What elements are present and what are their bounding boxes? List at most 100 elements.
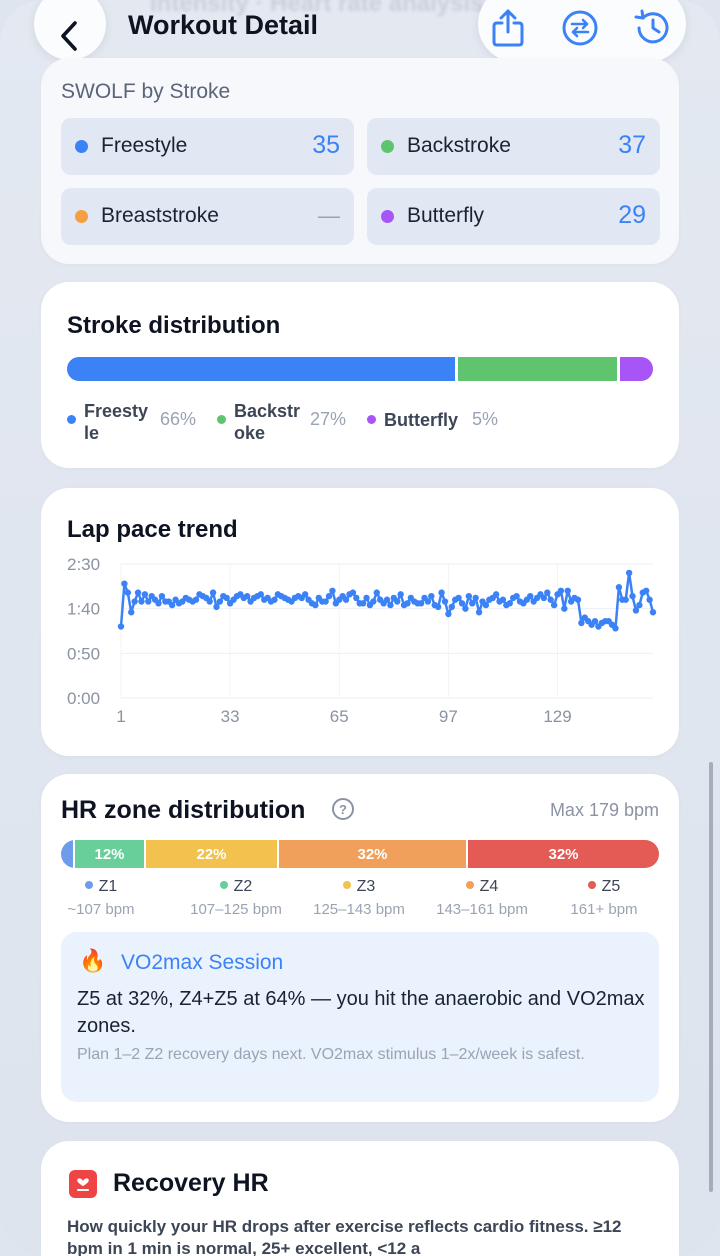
pace-point xyxy=(134,589,142,596)
swolf-chip-value: 35 xyxy=(312,131,340,159)
swolf-chip-name: Breaststroke xyxy=(101,204,219,227)
legend-dot xyxy=(217,415,226,424)
pace-point xyxy=(482,601,490,609)
pace-point xyxy=(329,587,336,594)
insight-title: VO2max Session xyxy=(121,951,284,974)
legend-name: Backstr oke xyxy=(234,401,301,443)
pace-point xyxy=(561,605,568,612)
pace-point xyxy=(615,584,623,591)
zone-segment-z3: 22% xyxy=(146,840,277,868)
legend-name: Butterfly xyxy=(384,410,459,430)
insight-main-text: Z5 at 32%, Z4+Z5 at 64% — you hit the an… xyxy=(77,988,645,1037)
zone-label-z2: Z2 107–125 bpm xyxy=(176,878,296,918)
pace-point xyxy=(441,598,449,605)
swolf-chip-value: — xyxy=(318,203,340,228)
swolf-chip-freestyle: Freestyle 35 xyxy=(61,118,354,175)
pace-point xyxy=(271,596,278,603)
stroke-segment-backstroke xyxy=(458,357,617,381)
zone-label-z5: Z5 161+ bpm xyxy=(544,878,664,918)
help-icon[interactable]: ? xyxy=(332,798,354,820)
legend-dot xyxy=(67,415,76,424)
pace-point xyxy=(397,591,404,598)
legend-percent: 27% xyxy=(310,409,347,429)
swolf-chip-butterfly: Butterfly 29 xyxy=(367,188,660,245)
history-clock-icon xyxy=(634,9,669,44)
pace-point xyxy=(301,591,309,598)
pace-point xyxy=(424,598,432,605)
pace-point xyxy=(322,598,329,605)
pace-point xyxy=(465,592,473,600)
pace-point xyxy=(363,594,370,602)
pace-point xyxy=(445,610,452,618)
zone-range: ~107 bpm xyxy=(67,901,135,918)
x-tick-label: 129 xyxy=(543,707,571,726)
pace-point xyxy=(646,596,653,603)
legend-percent: 5% xyxy=(472,409,499,429)
zone-label-z1: Z1 ~107 bpm xyxy=(41,878,161,918)
pace-point xyxy=(342,596,350,603)
pace-point xyxy=(458,600,466,607)
back-button[interactable] xyxy=(34,0,106,60)
x-tick-label: 33 xyxy=(221,707,240,726)
zone-range: 125–143 bpm xyxy=(313,901,405,918)
hr-zone-card: HR zone distribution ? Max 179 bpm 12% 2… xyxy=(41,774,679,1122)
pace-point xyxy=(124,589,132,596)
legend-dot xyxy=(367,415,376,424)
recovery-hr-text: How quickly your HR drops after exercise… xyxy=(67,1217,622,1256)
y-tick-label: 1:40 xyxy=(67,600,100,619)
pace-point xyxy=(383,596,391,603)
lap-pace-card: Lap pace trend 0:00 0:50 1:40 2:30 1 33 65 97 12… xyxy=(41,488,679,756)
zone-range: 161+ bpm xyxy=(570,901,638,918)
pace-point xyxy=(557,587,565,594)
pace-point xyxy=(359,600,367,607)
zone-segment-z2: 12% xyxy=(75,840,144,868)
pace-point xyxy=(547,596,554,603)
history-button[interactable] xyxy=(632,8,672,48)
nav-header: Intensity · Heart rate analysis Workout … xyxy=(0,0,720,64)
stroke-distribution-title: Stroke distribution xyxy=(67,312,281,339)
chevron-left-icon xyxy=(61,21,77,51)
pace-point xyxy=(544,589,551,596)
pace-point xyxy=(117,623,125,630)
scrolled-ghost-title: Intensity · Heart rate analysis xyxy=(150,0,484,17)
pace-point xyxy=(492,591,500,598)
pace-point xyxy=(168,601,176,609)
pace-point xyxy=(438,589,445,596)
pace-point xyxy=(513,592,520,600)
pace-point xyxy=(394,598,401,605)
zone-range: 143–161 bpm xyxy=(436,901,528,918)
pace-point xyxy=(155,600,162,607)
pace-point xyxy=(632,607,640,614)
zone-segment-z4: 32% xyxy=(279,840,466,868)
pace-point xyxy=(434,603,442,611)
pace-point xyxy=(373,589,380,596)
zone-dot xyxy=(342,881,351,889)
pace-point xyxy=(540,594,548,602)
swolf-card: SWOLF by Stroke Freestyle 35 Backstroke … xyxy=(41,58,679,264)
scrollbar[interactable] xyxy=(709,762,713,1192)
backstroke-dot xyxy=(381,140,394,153)
compare-button[interactable] xyxy=(560,8,600,48)
freestyle-dot xyxy=(75,140,88,153)
zone-segment-z1 xyxy=(61,840,73,868)
swolf-chip-backstroke: Backstroke 37 xyxy=(367,118,660,175)
pace-point xyxy=(622,596,629,603)
pace-point xyxy=(649,609,657,616)
zone-dot xyxy=(465,881,474,889)
heart-card-icon xyxy=(69,1170,97,1198)
pace-point xyxy=(128,609,135,616)
hr-zone-title: HR zone distribution xyxy=(61,796,306,824)
pace-point xyxy=(499,596,507,603)
y-tick-label: 0:50 xyxy=(67,644,100,663)
pace-point xyxy=(192,596,200,603)
swap-arrows-icon xyxy=(562,10,598,46)
swolf-chip-value: 29 xyxy=(618,201,646,229)
zone-label-z3: Z3 125–143 bpm xyxy=(299,878,419,918)
zone-label-z4: Z4 143–161 bpm xyxy=(422,878,542,918)
swolf-chip-name: Freestyle xyxy=(101,134,188,157)
hr-zone-bar: 12% 22% 32% 32% xyxy=(61,840,659,868)
stroke-distribution-bar xyxy=(67,357,653,381)
pace-point xyxy=(213,603,220,611)
share-button[interactable] xyxy=(488,8,528,48)
swolf-label: SWOLF by Stroke xyxy=(61,80,231,103)
